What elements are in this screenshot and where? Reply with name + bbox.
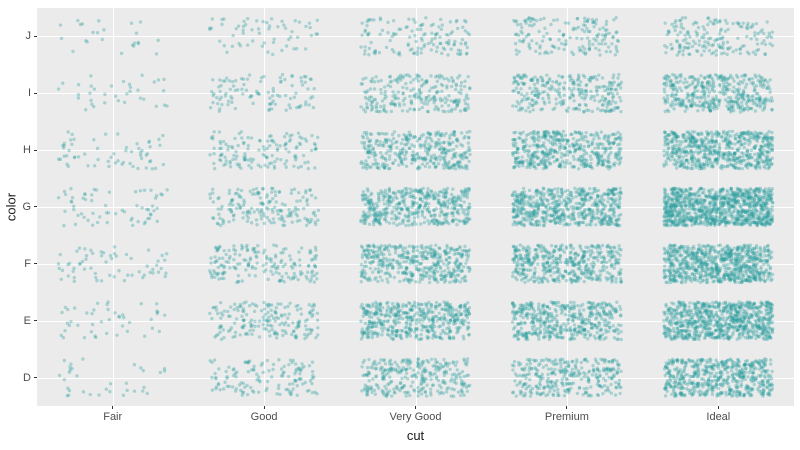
x-tick xyxy=(414,406,416,409)
y-axis-ticks xyxy=(34,8,37,406)
y-tick-label: E xyxy=(23,314,31,327)
y-tick-label: G xyxy=(22,201,31,213)
y-tick-label: D xyxy=(23,371,31,384)
y-tick xyxy=(34,376,37,378)
x-axis-ticks xyxy=(37,406,794,409)
plot-area xyxy=(37,8,794,406)
y-tick xyxy=(34,206,37,208)
x-tick-label: Fair xyxy=(103,411,123,423)
y-tick xyxy=(34,263,37,265)
x-axis-title: cut xyxy=(406,428,425,443)
y-tick xyxy=(34,149,37,151)
x-tick-label: Very Good xyxy=(389,411,442,423)
x-tick xyxy=(566,406,568,409)
y-tick-label: H xyxy=(23,144,31,157)
x-tick xyxy=(717,406,719,409)
y-axis-labels: J I H G F E D xyxy=(0,8,31,406)
y-tick xyxy=(34,35,37,37)
y-tick-label: I xyxy=(27,87,31,100)
x-tick-label: Premium xyxy=(544,411,589,423)
y-tick-label: F xyxy=(24,257,31,270)
x-tick xyxy=(263,406,265,409)
y-tick xyxy=(34,320,37,322)
x-tick xyxy=(112,406,114,409)
plot-canvas xyxy=(37,8,794,406)
y-axis-title: color xyxy=(3,192,19,222)
y-tick xyxy=(34,92,37,94)
x-axis-labels: Fair Good Very Good Premium Ideal xyxy=(37,411,794,424)
y-tick-label: J xyxy=(25,30,32,43)
x-tick-label: Good xyxy=(250,411,278,423)
x-tick-label: Ideal xyxy=(706,411,731,423)
